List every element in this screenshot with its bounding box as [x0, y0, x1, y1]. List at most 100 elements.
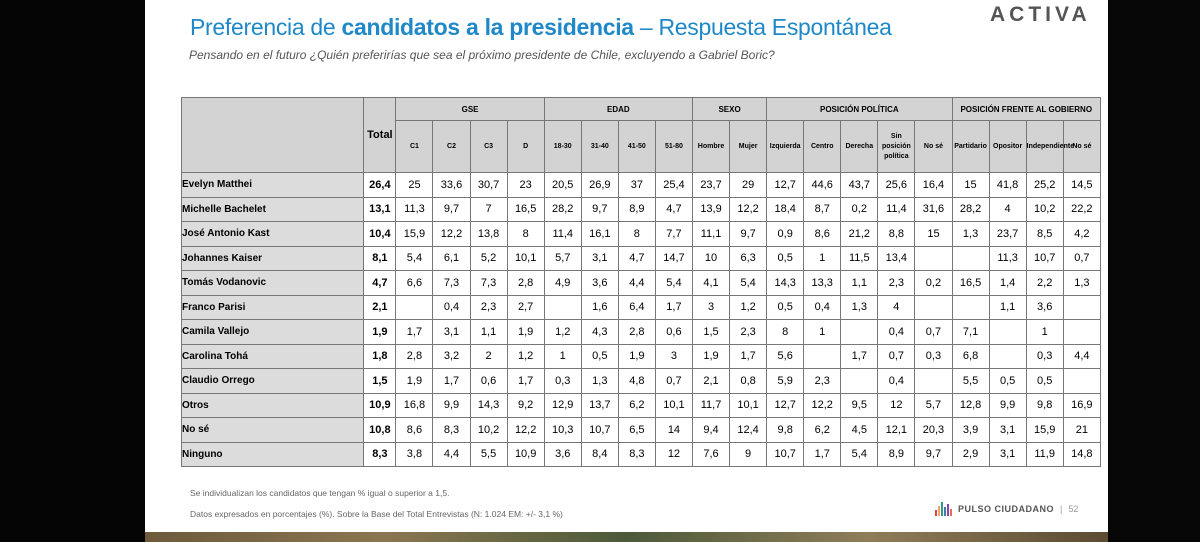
total-cell: 8,1	[363, 245, 397, 271]
column-header: No sé	[914, 120, 953, 173]
brand-separator: |	[1060, 504, 1063, 514]
value-cell: 0,5	[580, 343, 619, 369]
value-cell	[543, 294, 582, 320]
total-cell: 8,3	[363, 441, 397, 467]
value-cell: 12,7	[766, 172, 805, 198]
value-cell	[914, 368, 953, 394]
value-cell: 8,6	[395, 417, 434, 443]
value-cell: 4,4	[1062, 343, 1102, 369]
candidate-name: Claudio Orrego	[180, 368, 365, 394]
value-cell: 6,2	[617, 392, 656, 418]
value-cell: 13,4	[877, 245, 916, 271]
column-header: Hombre	[691, 120, 731, 173]
value-cell: 0,4	[432, 294, 471, 320]
table-row: Otros 10,9 16,8 9,9 14,3 9,2 12,9 13,7 6,2 10,1 11…	[180, 392, 1102, 418]
value-cell: 0,8	[729, 368, 768, 394]
value-cell: 2,8	[506, 270, 545, 296]
candidate-name: Tomás Vodanovic	[180, 270, 365, 296]
value-cell: 10,7	[1025, 245, 1064, 271]
value-cell: 5,7	[543, 245, 582, 271]
value-cell: 1,7	[729, 343, 768, 369]
value-cell: 26,9	[580, 172, 619, 198]
value-cell: 20,5	[543, 172, 582, 198]
table-row: Tomás Vodanovic 4,7 6,6 7,3 7,3 2,8 4,9 3,6 4,4 5…	[180, 270, 1102, 296]
value-cell: 1	[803, 245, 842, 271]
value-cell: 7,6	[691, 441, 731, 467]
value-cell	[840, 319, 879, 345]
total-cell: 10,9	[363, 392, 397, 418]
slide-subtitle: Pensando en el futuro ¿Quién preferirías…	[189, 48, 775, 62]
column-header: Partidario	[951, 120, 990, 173]
table-row: No sé 10,8 8,6 8,3 10,2 12,2 10,3 10,7 6,5 14 9,4 1…	[180, 417, 1102, 443]
brand-bar	[944, 507, 946, 516]
value-cell: 20,3	[914, 417, 953, 443]
value-cell: 9,7	[432, 196, 471, 222]
value-cell: 0,5	[1025, 368, 1064, 394]
value-cell: 16,5	[506, 196, 545, 222]
column-header: 18-30	[543, 120, 582, 173]
candidate-name: Michelle Bachelet	[180, 196, 365, 222]
value-cell: 11,3	[395, 196, 434, 222]
value-cell: 4,5	[840, 417, 879, 443]
value-cell: 9,7	[580, 196, 619, 222]
group-header: SEXO	[691, 97, 768, 121]
brand-bar	[950, 509, 952, 516]
value-cell: 16,9	[1062, 392, 1102, 418]
brand-name: PULSO CIUDADANO	[958, 504, 1055, 514]
value-cell: 1	[1025, 319, 1064, 345]
value-cell: 5,7	[914, 392, 953, 418]
table-corner	[180, 97, 365, 173]
value-cell: 12,8	[951, 392, 990, 418]
value-cell: 1,7	[803, 441, 842, 467]
value-cell	[914, 245, 953, 271]
value-cell: 13,3	[803, 270, 842, 296]
value-cell: 9,7	[914, 441, 953, 467]
candidate-name: Franco Parisi	[180, 294, 365, 320]
value-cell	[988, 343, 1027, 369]
value-cell: 2,2	[1025, 270, 1064, 296]
value-cell: 33,6	[432, 172, 471, 198]
value-cell: 2,3	[803, 368, 842, 394]
value-cell: 12,2	[803, 392, 842, 418]
value-cell	[914, 294, 953, 320]
value-cell: 28,2	[543, 196, 582, 222]
value-cell: 0,4	[877, 368, 916, 394]
value-cell: 7,3	[432, 270, 471, 296]
total-cell: 1,9	[363, 319, 397, 345]
value-cell: 1,1	[988, 294, 1027, 320]
value-cell: 0,4	[803, 294, 842, 320]
value-cell	[951, 294, 990, 320]
value-cell: 7,7	[654, 221, 694, 247]
value-cell: 0,2	[914, 270, 953, 296]
value-cell: 15	[914, 221, 953, 247]
table-row: José Antonio Kast 10,4 15,9 12,2 13,8 8 11,4 16…	[180, 221, 1102, 247]
value-cell	[803, 343, 842, 369]
value-cell: 28,2	[951, 196, 990, 222]
value-cell: 0,5	[766, 294, 805, 320]
table-row: Camila Vallejo 1,9 1,7 3,1 1,1 1,9 1,2 4,3 2,8 0,…	[180, 319, 1102, 345]
value-cell: 11,9	[1025, 441, 1064, 467]
value-cell: 4,3	[580, 319, 619, 345]
value-cell: 9,7	[729, 221, 768, 247]
value-cell: 1	[543, 343, 582, 369]
value-cell: 1,3	[840, 294, 879, 320]
value-cell	[951, 245, 990, 271]
value-cell: 23	[506, 172, 545, 198]
value-cell: 3,8	[395, 441, 434, 467]
value-cell: 37	[617, 172, 656, 198]
pulso-logo-icon	[935, 502, 952, 516]
value-cell: 25	[395, 172, 434, 198]
value-cell: 2,1	[691, 368, 731, 394]
brand-bar	[941, 502, 943, 516]
value-cell: 8,7	[803, 196, 842, 222]
table-row: Carolina Tohá 1,8 2,8 3,2 2 1,2 1 0,5 1,9 3 1,9 1,7…	[180, 343, 1102, 369]
value-cell: 1	[803, 319, 842, 345]
value-cell: 9,8	[766, 417, 805, 443]
value-cell: 3,2	[432, 343, 471, 369]
total-cell: 10,4	[363, 221, 397, 247]
group-header: POSICIÓN POLÍTICA	[766, 97, 953, 121]
value-cell: 7,3	[469, 270, 508, 296]
total-cell: 1,8	[363, 343, 397, 369]
value-cell: 6,5	[617, 417, 656, 443]
slide: Preferencia de candidatos a la presidenc…	[145, 0, 1108, 532]
